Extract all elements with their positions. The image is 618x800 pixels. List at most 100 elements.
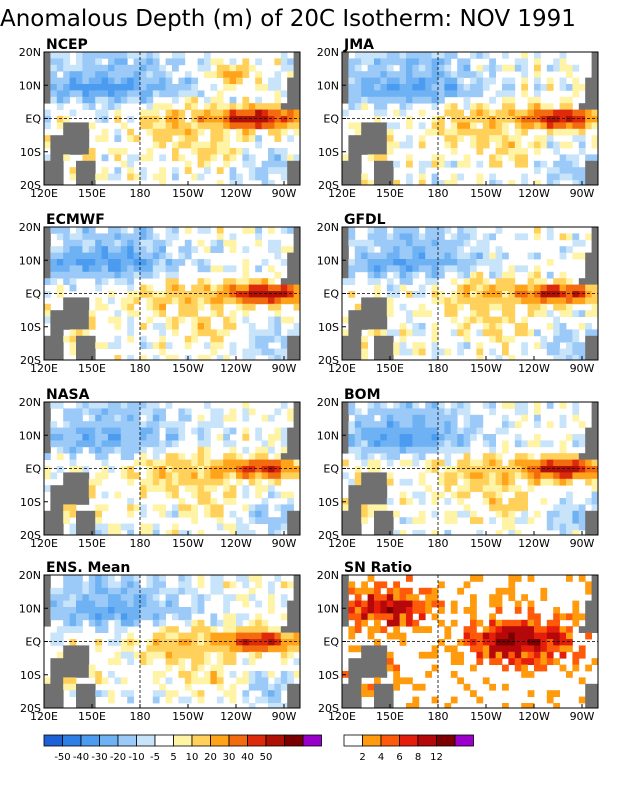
field-cell <box>133 227 141 234</box>
field-cell <box>495 466 503 473</box>
field-cell <box>120 677 128 685</box>
field-cell <box>354 504 362 512</box>
field-cell <box>133 613 141 621</box>
field-cell <box>354 645 362 653</box>
field-cell <box>229 342 237 349</box>
field-cell <box>242 271 250 279</box>
field-cell <box>216 233 224 241</box>
field-cell <box>393 284 400 292</box>
field-cell <box>380 265 388 273</box>
field-cell <box>197 173 205 181</box>
field-cell <box>374 64 381 72</box>
colorbar-swatch <box>284 734 304 747</box>
field-cell <box>280 173 288 181</box>
field-cell <box>457 252 464 260</box>
field-cell <box>152 414 160 422</box>
field-cell <box>393 52 400 59</box>
field-cell <box>210 478 218 486</box>
field-cell <box>476 278 484 285</box>
field-cell <box>197 575 205 582</box>
field-cell <box>88 402 96 409</box>
field-cells <box>44 575 300 708</box>
field-cell <box>159 690 166 697</box>
field-cell <box>463 90 471 98</box>
field-cell <box>76 180 83 185</box>
field-cell <box>553 323 560 330</box>
field-cell <box>140 227 147 234</box>
field-cell <box>133 594 141 601</box>
field-cell <box>76 690 83 697</box>
field-cell <box>495 335 503 343</box>
field-cell <box>367 180 375 185</box>
field-cell <box>56 434 64 441</box>
field-cell <box>444 239 452 247</box>
field-cell <box>591 626 598 633</box>
field-cell <box>374 523 381 531</box>
field-cell <box>559 335 567 343</box>
field-cell <box>184 135 192 142</box>
field-cell <box>386 329 394 337</box>
field-cell <box>553 632 560 640</box>
field-cell <box>223 109 230 117</box>
field-cell <box>108 316 115 324</box>
field-cell <box>412 252 420 260</box>
field-cell <box>82 154 90 162</box>
field-cell <box>50 600 58 608</box>
field-cell <box>540 109 548 117</box>
field-cell <box>342 594 349 601</box>
lon-tick-label: 150W <box>470 187 502 200</box>
field-cell <box>463 459 471 467</box>
field-cell <box>521 619 528 627</box>
field-cell <box>380 323 388 330</box>
field-cell <box>508 109 516 117</box>
field-cell <box>514 148 522 155</box>
field-cell <box>348 498 356 505</box>
field-cell <box>476 658 484 665</box>
field-cell <box>463 271 471 279</box>
field-cell <box>361 421 368 428</box>
field-cell <box>95 135 102 142</box>
field-cell <box>95 64 102 72</box>
field-cell <box>514 472 522 480</box>
field-cell <box>56 658 64 665</box>
field-cell <box>489 626 496 633</box>
field-cell <box>140 594 147 601</box>
field-cell <box>287 348 294 356</box>
field-cell <box>56 96 64 104</box>
field-cell <box>69 71 77 78</box>
panel-title: NCEP <box>46 37 88 53</box>
field-cell <box>191 323 198 330</box>
field-cell <box>63 517 70 524</box>
field-cell <box>229 96 237 104</box>
field-cell <box>374 135 381 142</box>
field-cell <box>457 408 464 416</box>
field-cell <box>56 52 64 59</box>
field-cell <box>514 135 522 142</box>
panel-title: ECMWF <box>46 212 105 228</box>
field-cell <box>56 466 64 473</box>
field-cell <box>502 303 509 311</box>
field-cell <box>63 252 70 260</box>
field-cell <box>393 581 400 589</box>
field-cell <box>210 485 218 492</box>
field-cell <box>399 530 407 535</box>
field-cell <box>540 103 548 110</box>
field-cell <box>165 103 173 110</box>
field-cell <box>88 421 96 428</box>
lat-tick-label: 20S <box>20 354 41 367</box>
field-cell <box>197 297 205 305</box>
field-cell <box>114 342 122 349</box>
field-cell <box>268 180 275 185</box>
field-cell <box>242 446 250 454</box>
field-cell <box>223 498 230 505</box>
field-cell <box>374 154 381 162</box>
field-cell <box>482 329 490 337</box>
field-cell <box>361 645 368 653</box>
field-cell <box>216 664 224 672</box>
field-cell <box>274 517 282 524</box>
field-cell <box>120 619 128 627</box>
field-cell <box>418 284 426 292</box>
field-cell <box>63 504 70 512</box>
field-cell <box>399 421 407 428</box>
